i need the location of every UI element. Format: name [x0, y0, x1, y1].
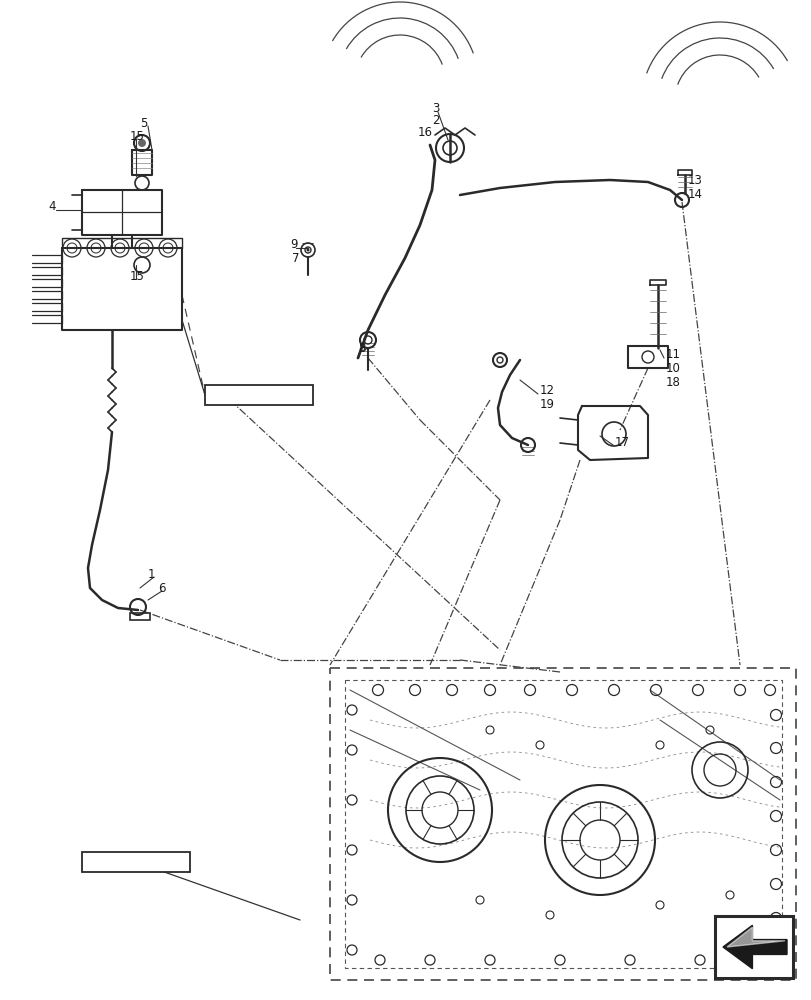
Text: 17: 17 [614, 436, 629, 448]
Bar [204, 385, 312, 405]
Text: 13: 13 [687, 174, 702, 187]
Text: 16: 16 [418, 126, 432, 139]
Text: 4: 4 [48, 200, 55, 213]
Text: 1: 1 [148, 568, 156, 580]
Text: 18: 18 [665, 375, 680, 388]
Bar [82, 852, 190, 872]
Text: 5: 5 [139, 117, 147, 130]
Text: 14: 14 [687, 188, 702, 201]
Text: 12: 12 [539, 383, 554, 396]
Text: 33.202.010: 33.202.010 [223, 388, 294, 401]
Text: 2: 2 [431, 114, 439, 127]
Circle shape [306, 248, 309, 251]
Bar [130, 613, 150, 620]
Text: 9: 9 [290, 237, 297, 250]
Text: 21.118.010: 21.118.010 [101, 855, 171, 868]
Polygon shape [726, 927, 784, 947]
Text: 19: 19 [539, 397, 554, 410]
Text: 3: 3 [431, 102, 439, 115]
Polygon shape [722, 925, 786, 969]
Text: 10: 10 [665, 361, 680, 374]
Bar [714, 916, 792, 978]
Text: 11: 11 [665, 348, 680, 360]
Text: 7: 7 [292, 251, 299, 264]
Text: 15: 15 [130, 130, 144, 143]
Text: 8: 8 [358, 342, 365, 355]
Text: 15: 15 [130, 269, 144, 282]
Text: 6: 6 [158, 582, 165, 594]
Circle shape [138, 139, 146, 147]
